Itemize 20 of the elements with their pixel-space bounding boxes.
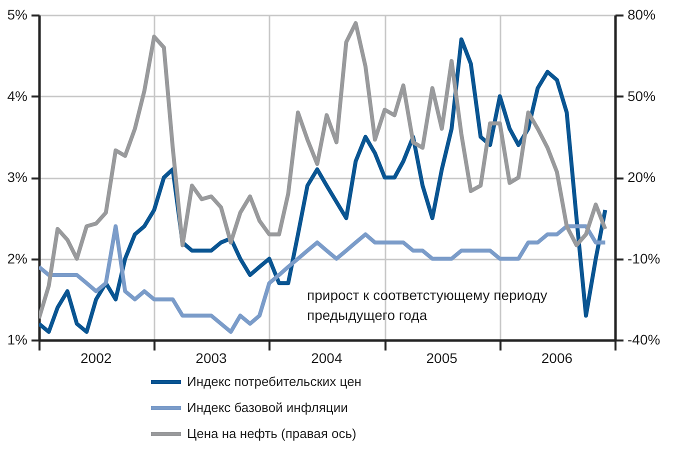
x-tick-label: 2006 — [541, 350, 573, 366]
legend-label: Индекс потребительских цен — [187, 374, 362, 389]
line-series — [39, 224, 608, 334]
legend-label: Цена на нефть (правая ось) — [187, 426, 356, 441]
y2-tick-label: 50% — [628, 88, 656, 104]
y-tick-label: 5% — [7, 6, 28, 22]
y-tick-label: 1% — [7, 332, 28, 348]
x-tick-label: 2005 — [426, 350, 458, 366]
y2-tick-label: -10% — [628, 250, 660, 266]
y-tick-label: 2% — [7, 250, 28, 266]
y2-tick-label: 80% — [628, 6, 656, 22]
x-tick-label: 2003 — [196, 350, 228, 366]
annotation: прирост к соответстующему периоду предыдущего года — [307, 287, 548, 323]
x-tick-label: 2004 — [311, 350, 342, 366]
x-tick-label: 2002 — [80, 350, 112, 366]
y-tick-label: 4% — [7, 88, 28, 104]
y2-tick-label: 20% — [628, 169, 656, 185]
y2-tick-label: -40% — [628, 332, 660, 348]
y-tick-label: 3% — [7, 169, 28, 185]
legend-label: Индекс базовой инфляции — [187, 400, 348, 415]
